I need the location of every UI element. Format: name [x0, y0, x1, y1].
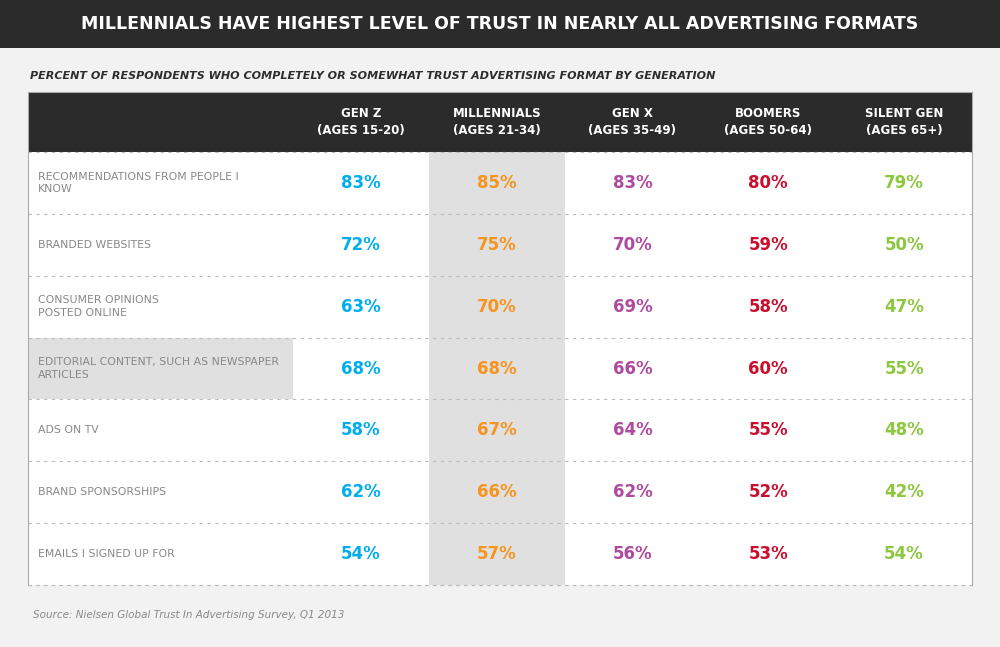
Text: 62%: 62% [613, 483, 652, 501]
Text: BRANDED WEBSITES: BRANDED WEBSITES [38, 240, 151, 250]
FancyBboxPatch shape [0, 0, 1000, 48]
Text: RECOMMENDATIONS FROM PEOPLE I
KNOW: RECOMMENDATIONS FROM PEOPLE I KNOW [38, 171, 239, 194]
Circle shape [740, 141, 796, 197]
FancyBboxPatch shape [704, 127, 832, 248]
Text: 53%: 53% [748, 545, 788, 563]
Circle shape [876, 141, 932, 197]
Text: 64%: 64% [613, 421, 652, 439]
Text: MILLENNIALS
(AGES 21-34): MILLENNIALS (AGES 21-34) [452, 107, 541, 137]
FancyBboxPatch shape [866, 193, 942, 248]
Text: 69%: 69% [613, 298, 652, 316]
Text: 66%: 66% [477, 483, 517, 501]
Text: 83%: 83% [341, 174, 381, 192]
FancyBboxPatch shape [840, 127, 968, 248]
Text: 56%: 56% [613, 545, 652, 563]
Text: 58%: 58% [341, 421, 381, 439]
Text: MILLENNIALS HAVE HIGHEST LEVEL OF TRUST IN NEARLY ALL ADVERTISING FORMATS: MILLENNIALS HAVE HIGHEST LEVEL OF TRUST … [81, 15, 919, 33]
Text: 55%: 55% [748, 421, 788, 439]
Text: 70%: 70% [477, 298, 517, 316]
Text: 85%: 85% [477, 174, 517, 192]
Circle shape [333, 141, 389, 197]
Text: GEN X
(AGES 35-49): GEN X (AGES 35-49) [588, 107, 676, 137]
Text: 58%: 58% [748, 298, 788, 316]
Text: BOOMERS
(AGES 50-64): BOOMERS (AGES 50-64) [724, 107, 812, 137]
FancyBboxPatch shape [429, 152, 565, 585]
Text: 50%: 50% [884, 236, 924, 254]
Circle shape [604, 141, 661, 197]
FancyBboxPatch shape [28, 338, 293, 399]
Text: 60%: 60% [748, 360, 788, 377]
FancyBboxPatch shape [323, 193, 399, 248]
Text: 75%: 75% [477, 236, 517, 254]
FancyBboxPatch shape [433, 127, 561, 248]
Circle shape [469, 141, 525, 197]
FancyBboxPatch shape [28, 92, 972, 152]
Text: 79%: 79% [884, 174, 924, 192]
Text: 68%: 68% [341, 360, 381, 377]
Text: GEN Z
(AGES 15-20): GEN Z (AGES 15-20) [317, 107, 405, 137]
Text: 47%: 47% [884, 298, 924, 316]
Text: EMAILS I SIGNED UP FOR: EMAILS I SIGNED UP FOR [38, 549, 175, 559]
Text: 59%: 59% [748, 236, 788, 254]
Text: PERCENT OF RESPONDENTS WHO COMPLETELY OR SOMEWHAT TRUST ADVERTISING FORMAT BY GE: PERCENT OF RESPONDENTS WHO COMPLETELY OR… [30, 71, 715, 81]
Text: 80%: 80% [748, 174, 788, 192]
Text: 70%: 70% [613, 236, 652, 254]
Text: 72%: 72% [341, 236, 381, 254]
Text: EDITORIAL CONTENT, SUCH AS NEWSPAPER
ARTICLES: EDITORIAL CONTENT, SUCH AS NEWSPAPER ART… [38, 357, 279, 380]
Text: 83%: 83% [613, 174, 652, 192]
Text: CONSUMER OPINIONS
POSTED ONLINE: CONSUMER OPINIONS POSTED ONLINE [38, 296, 159, 318]
Text: 67%: 67% [477, 421, 517, 439]
Text: SILENT GEN
(AGES 65+): SILENT GEN (AGES 65+) [865, 107, 943, 137]
Text: 57%: 57% [477, 545, 517, 563]
FancyBboxPatch shape [594, 193, 671, 248]
Text: 68%: 68% [477, 360, 517, 377]
Text: BRAND SPONSORSHIPS: BRAND SPONSORSHIPS [38, 487, 166, 497]
Text: ADS ON TV: ADS ON TV [38, 425, 99, 435]
Text: 55%: 55% [884, 360, 924, 377]
FancyBboxPatch shape [569, 127, 696, 248]
FancyBboxPatch shape [28, 92, 972, 585]
Text: 54%: 54% [884, 545, 924, 563]
Text: 48%: 48% [884, 421, 924, 439]
Text: Source: Nielsen Global Trust In Advertising Survey, Q1 2013: Source: Nielsen Global Trust In Advertis… [33, 610, 344, 620]
Text: 54%: 54% [341, 545, 381, 563]
Text: 52%: 52% [748, 483, 788, 501]
FancyBboxPatch shape [730, 193, 807, 248]
FancyBboxPatch shape [458, 193, 535, 248]
FancyBboxPatch shape [297, 127, 425, 248]
Text: 66%: 66% [613, 360, 652, 377]
Text: 63%: 63% [341, 298, 381, 316]
Text: 62%: 62% [341, 483, 381, 501]
Text: 42%: 42% [884, 483, 924, 501]
